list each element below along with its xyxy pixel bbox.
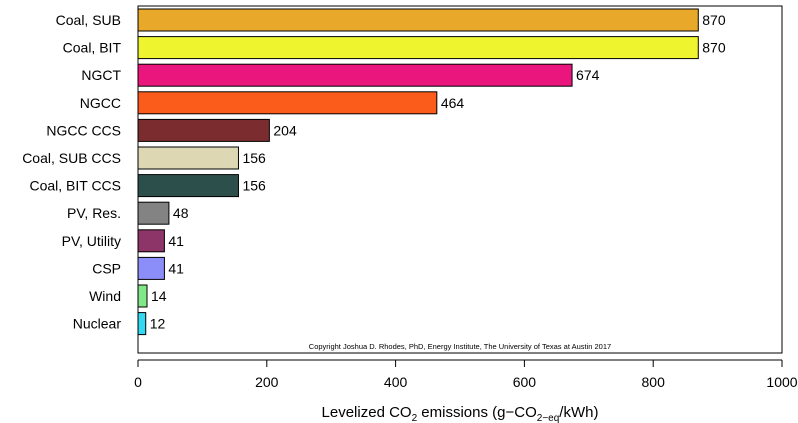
category-label-ngcc-ccs: NGCC CCS — [46, 122, 121, 138]
value-label-ngcc: 464 — [441, 95, 465, 111]
bar-ngcc — [137, 91, 438, 115]
bar-coal-bit — [137, 36, 699, 60]
x-tick-label: 1000 — [766, 374, 797, 390]
value-label-coal-bit-ccs: 156 — [242, 178, 266, 194]
category-label-coal-bit-ccs: Coal, BIT CCS — [29, 178, 121, 194]
category-label-nuclear: Nuclear — [73, 316, 122, 332]
value-label-pv-utility: 41 — [168, 233, 184, 249]
x-axis-title-subscript: 2 — [412, 413, 418, 423]
category-label-wind: Wind — [89, 288, 121, 304]
x-axis-title-part: emissions (g−CO — [417, 404, 537, 421]
bars-group — [137, 8, 699, 336]
bar-csp — [137, 256, 165, 280]
x-tick-label: 0 — [134, 374, 142, 390]
value-label-ngct: 674 — [576, 67, 600, 83]
bar-wind — [137, 284, 148, 308]
category-label-ngcc: NGCC — [80, 95, 121, 111]
category-label-ngct: NGCT — [81, 67, 121, 83]
plot-area-frame — [137, 5, 783, 354]
category-label-csp: CSP — [92, 260, 121, 276]
category-label-pv-utility: PV, Utility — [62, 233, 121, 249]
category-label-pv-res: PV, Res. — [67, 205, 121, 221]
bar-coal-bit-ccs — [137, 174, 239, 198]
category-label-coal-bit: Coal, BIT — [63, 40, 122, 56]
x-tick-label: 800 — [642, 374, 666, 390]
x-tick-label: 400 — [384, 374, 408, 390]
category-label-coal-sub: Coal, SUB — [56, 12, 121, 28]
bar-pv-utility — [137, 229, 165, 253]
x-axis-title-part: Levelized CO — [322, 404, 412, 421]
value-label-coal-sub: 870 — [702, 12, 726, 28]
bar-coal-sub — [137, 8, 699, 32]
value-label-coal-bit: 870 — [702, 40, 726, 56]
copyright-annotation: Copyright Joshua D. Rhodes, PhD, Energy … — [309, 342, 611, 351]
value-label-coal-sub-ccs: 156 — [242, 150, 266, 166]
x-axis: 0 200 400 600 800 1000 — [134, 359, 798, 390]
value-label-nuclear: 12 — [150, 316, 166, 332]
value-label-wind: 14 — [151, 288, 167, 304]
x-axis-title-part: /kWh) — [559, 404, 598, 421]
value-label-pv-res: 48 — [173, 205, 189, 221]
bar-nuclear — [137, 312, 147, 336]
x-axis-title: Levelized CO2 emissions (g−CO2−eq/kWh) — [322, 404, 599, 423]
bar-ngcc-ccs — [137, 118, 270, 142]
value-label-ngcc-ccs: 204 — [273, 122, 297, 138]
bar-coal-sub-ccs — [137, 146, 239, 170]
bar-pv-res — [137, 201, 170, 225]
x-axis-title-subscript: 2−eq — [537, 413, 560, 423]
category-labels-group: Coal, SUB Coal, BIT NGCT NGCC NGCC CCS Coal, … — [22, 12, 121, 332]
category-label-coal-sub-ccs: Coal, SUB CCS — [22, 150, 121, 166]
value-label-csp: 41 — [168, 260, 184, 276]
x-tick-label: 600 — [513, 374, 537, 390]
x-tick-label: 200 — [255, 374, 279, 390]
bar-ngct — [137, 63, 573, 87]
